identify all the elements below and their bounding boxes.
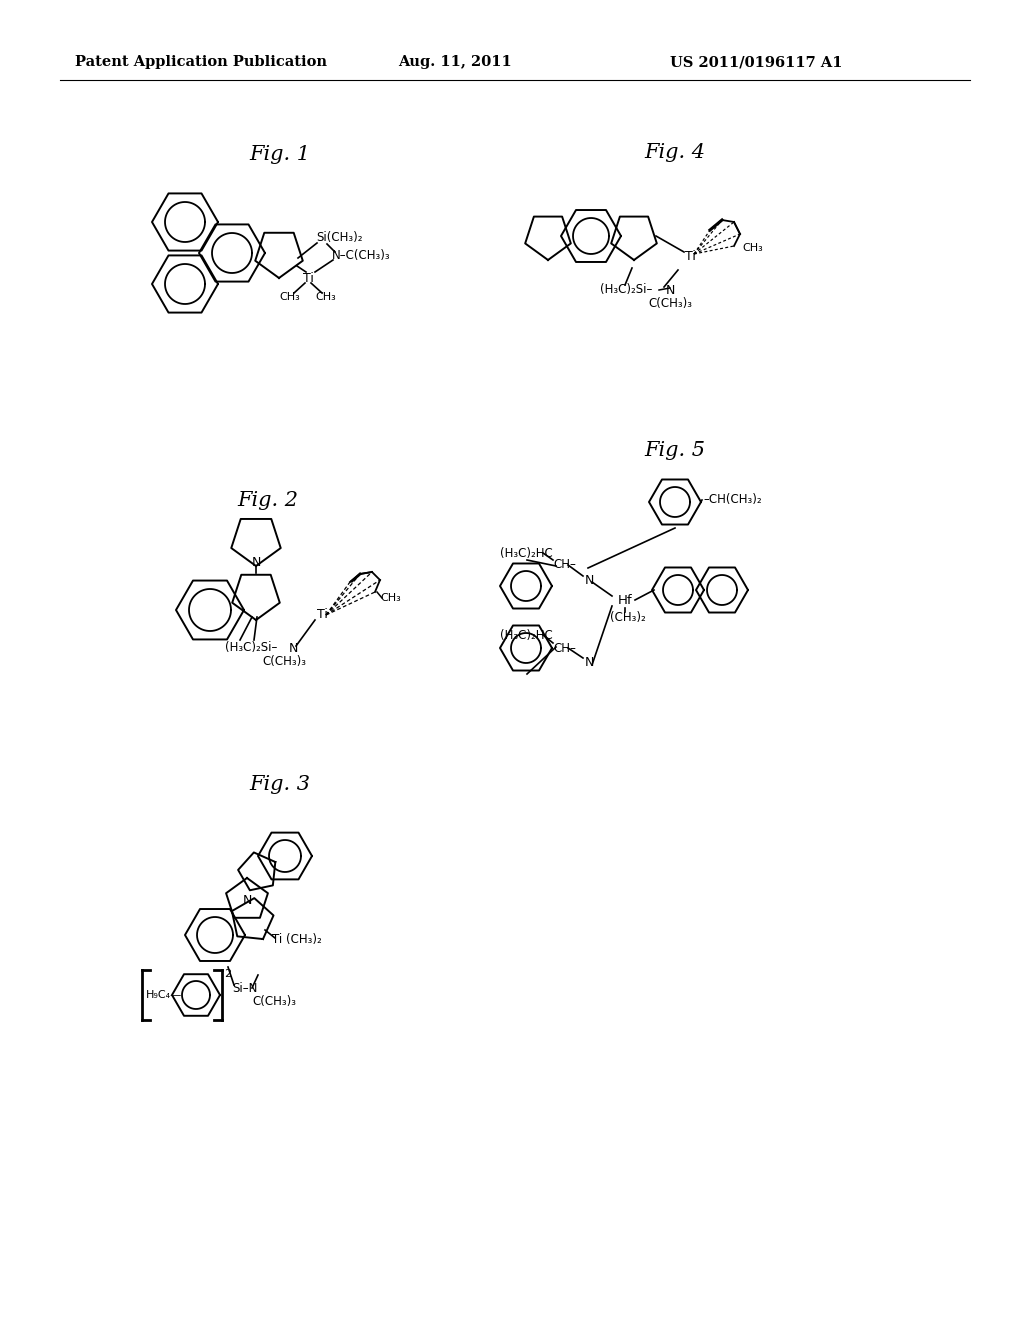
Text: N–C(CH₃)₃: N–C(CH₃)₃ — [332, 249, 390, 263]
Text: (H₃C)₂Si–: (H₃C)₂Si– — [225, 642, 278, 655]
Text: (H₃C)₂Si–: (H₃C)₂Si– — [600, 284, 652, 297]
Text: Ti: Ti — [302, 272, 313, 285]
Text: (CH₃)₂: (CH₃)₂ — [610, 611, 646, 624]
Text: CH₃: CH₃ — [315, 292, 336, 302]
Text: Fig. 1: Fig. 1 — [250, 145, 310, 165]
Text: N: N — [666, 284, 676, 297]
Text: 2: 2 — [224, 969, 231, 979]
Text: N: N — [251, 556, 261, 569]
Text: Patent Application Publication: Patent Application Publication — [75, 55, 327, 69]
Text: N: N — [585, 656, 594, 668]
Text: N: N — [243, 894, 252, 907]
Text: CH₃: CH₃ — [742, 243, 763, 253]
Text: H₉C₄—: H₉C₄— — [146, 990, 182, 1001]
Text: –CH(CH₃)₂: –CH(CH₃)₂ — [703, 494, 762, 507]
Text: Ti: Ti — [316, 609, 328, 622]
Text: C(CH₃)₃: C(CH₃)₃ — [262, 655, 306, 668]
Text: C(CH₃)₃: C(CH₃)₃ — [648, 297, 692, 309]
Text: CH₃: CH₃ — [380, 593, 400, 603]
Text: Ti: Ti — [685, 249, 695, 263]
Text: Fig. 3: Fig. 3 — [250, 776, 310, 795]
Text: CH–: CH– — [553, 558, 575, 572]
Text: CH₃: CH₃ — [280, 292, 300, 302]
Text: N: N — [289, 642, 298, 655]
Text: Si(CH₃)₂: Si(CH₃)₂ — [316, 231, 362, 244]
Text: US 2011/0196117 A1: US 2011/0196117 A1 — [670, 55, 843, 69]
Text: Si–N: Si–N — [232, 982, 257, 994]
Text: CH–: CH– — [553, 642, 575, 655]
Text: Aug. 11, 2011: Aug. 11, 2011 — [398, 55, 512, 69]
Text: Fig. 2: Fig. 2 — [238, 491, 299, 510]
Text: C(CH₃)₃: C(CH₃)₃ — [252, 994, 296, 1007]
Text: Fig. 5: Fig. 5 — [644, 441, 706, 459]
Text: Ti (CH₃)₂: Ti (CH₃)₂ — [272, 933, 322, 946]
Text: N: N — [585, 573, 594, 586]
Text: (H₃C)₂HC: (H₃C)₂HC — [500, 628, 553, 642]
Text: Hf: Hf — [617, 594, 632, 606]
Text: (H₃C)₂HC: (H₃C)₂HC — [500, 546, 553, 560]
Text: Fig. 4: Fig. 4 — [644, 143, 706, 161]
